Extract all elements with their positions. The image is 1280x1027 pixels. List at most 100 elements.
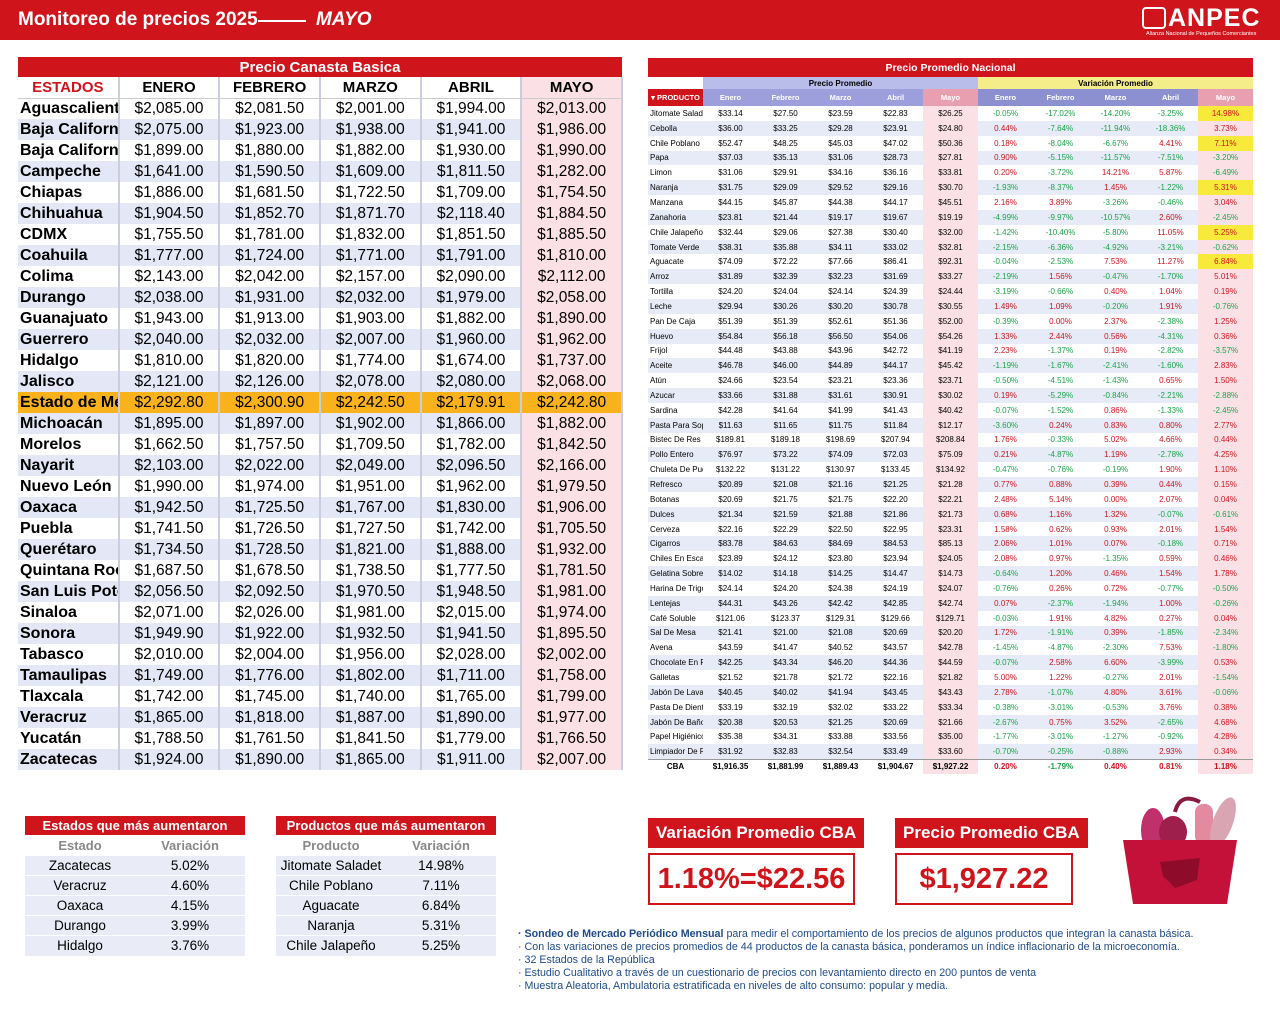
price-cell: $33.60 [923, 744, 978, 760]
note-bold: · Sondeo de Mercado Periódico Mensual [518, 928, 724, 940]
price-cell: $31.89 [703, 269, 758, 285]
product-row: Chile Jalapeño $32.44 $29.06 $27.38 $30.40 $3… [648, 224, 1253, 240]
variation-cell: 0.97% [1049, 554, 1072, 564]
variation-cell: 7.11% [386, 875, 496, 896]
product-name: Frijol [650, 346, 668, 356]
price-cell: $1,725.50 [219, 497, 321, 518]
map-shape [1160, 858, 1200, 888]
price-cell: $2,078.00 [319, 371, 422, 392]
price-cell: $1,943.00 [118, 308, 221, 329]
state-name: Nayarit [18, 455, 120, 476]
price-cell: $1,830.00 [420, 497, 523, 518]
column-header: ENERO [118, 77, 221, 99]
price-cell: $1,941.50 [420, 623, 523, 644]
price-cell: $1,799.00 [521, 686, 623, 707]
price-cell: $43.26 [758, 595, 813, 611]
price-cell: $1,911.00 [420, 749, 523, 770]
price-cell: $1,949.90 [118, 623, 221, 644]
variation-cell: -1.22% [1143, 180, 1198, 196]
price-cell: $29.52 [813, 180, 868, 196]
state-row: Campeche $1,641.00 $1,590.50 $1,609.00 $1,81… [18, 161, 623, 182]
price-cell: $23.91 [868, 120, 923, 136]
price-cell: $43.88 [773, 346, 798, 356]
price-cell: $40.52 [828, 643, 853, 653]
variation-cell: -2.88% [1198, 388, 1253, 403]
product-row: Avena $43.59 $41.47 $40.52 $43.57 $42.78 -1.45… [648, 640, 1253, 656]
variation-cell: 0.71% [1198, 536, 1253, 552]
variation-cell: -0.25% [1033, 744, 1088, 760]
price-cell: $31.61 [813, 388, 868, 403]
product-name: Botanas [650, 494, 680, 504]
price-cell: $35.38 [718, 732, 743, 742]
price-cell: $44.17 [868, 358, 923, 374]
variation-cell: -7.51% [1143, 150, 1198, 166]
variation-cell: -2.41% [1088, 358, 1143, 374]
price-cell: $21.73 [923, 506, 978, 522]
product-name: Tomate Verde [648, 239, 703, 255]
header-row: Estado Variación [25, 835, 245, 856]
price-cell: $23.36 [883, 376, 908, 386]
product-row: Azucar $33.66 $31.88 $31.61 $30.91 $30.02 0.19… [648, 388, 1253, 403]
state-name: Jalisco [18, 371, 120, 392]
price-cell: $24.04 [773, 287, 798, 297]
variation-cell: 1.32% [1088, 506, 1143, 522]
price-cell: $11.63 [703, 417, 758, 433]
variation-cell: -0.19% [1102, 465, 1129, 475]
state-name: Quintana Roo [18, 560, 120, 581]
variation-cell: 0.34% [1198, 744, 1253, 760]
column-header: Variación [135, 835, 245, 856]
product-name: Limon [650, 168, 672, 178]
column-header: FEBRERO [219, 77, 321, 99]
price-cell: $24.38 [828, 583, 853, 593]
price-cell: $22.16 [718, 524, 743, 534]
variation-cell: -0.07% [1143, 506, 1198, 522]
product-name: Jabón De Lavandería [648, 684, 703, 700]
product-row: Pan De Caja $51.39 $51.39 $52.61 $51.36 $52.0… [648, 313, 1253, 329]
variation-cell: 0.65% [1159, 376, 1182, 386]
variation-cell: 3.52% [1088, 714, 1143, 730]
price-cell: $2,010.00 [118, 644, 221, 665]
group-row: Precio Promedio Variación Promedio [648, 77, 1253, 89]
variation-cell: 7.11% [1198, 135, 1253, 151]
product-row: Jitomate Saladet $33.14 $27.50 $23.59 $22.83… [648, 106, 1253, 121]
price-cell: $1,765.00 [420, 686, 523, 707]
price-cell: $36.00 [703, 120, 758, 136]
price-cell: $1,994.00 [420, 98, 523, 119]
price-cell: $1,899.00 [118, 140, 221, 161]
price-cell: $1,705.50 [521, 518, 623, 539]
note-line: · 32 Estados de la República [518, 954, 655, 966]
price-cell: $30.26 [758, 298, 813, 314]
price-cell: $45.51 [923, 195, 978, 210]
state-row: Guanajuato $1,943.00 $1,913.00 $1,903.00 $1,… [18, 308, 623, 329]
variation-cell: 1.54% [1198, 521, 1253, 537]
variation-cell: 0.56% [1088, 328, 1143, 344]
variation-cell: 2.93% [1143, 744, 1198, 760]
product-row: Manzana $44.15 $45.87 $44.38 $44.17 $45.51 2.1… [648, 195, 1253, 210]
price-cell: $1,724.00 [219, 245, 321, 266]
state-row: Estado de México$2,292.80$2,300.90$2,242… [18, 392, 623, 413]
price-cell: $1,788.50 [118, 728, 221, 749]
variation-cell: -3.25% [1157, 108, 1184, 118]
price-cell: $2,058.00 [521, 287, 623, 308]
state-row: Sonora $1,949.90 $1,922.00 $1,932.50 $1,941.… [18, 623, 623, 644]
price-cell: $129.71 [923, 610, 978, 626]
price-cell: $2,300.90 [219, 392, 321, 413]
product-name: Pollo Entero [648, 447, 703, 463]
variation-cell: 3.76% [1159, 702, 1182, 712]
variation-cell: 2.37% [1104, 316, 1127, 326]
price-cell: $2,026.00 [219, 602, 321, 623]
price-cell: $21.25 [813, 714, 868, 730]
price-cell: $189.81 [716, 435, 745, 445]
variation-cell: -2.19% [978, 269, 1033, 285]
price-cell: $1,979.50 [521, 476, 623, 497]
price-cell: $2,038.00 [118, 287, 221, 308]
variation-cell: -4.99% [978, 209, 1033, 225]
variation-cell: 1.45% [1088, 180, 1143, 196]
price-cell: $1,895.00 [118, 413, 221, 434]
price-cell: $22.50 [828, 524, 853, 534]
price-cell: $131.22 [771, 465, 800, 475]
rank-row: Zacatecas 5.02% [25, 855, 245, 876]
state-name: Guanajuato [18, 308, 120, 329]
price-cell: $52.47 [718, 138, 743, 148]
